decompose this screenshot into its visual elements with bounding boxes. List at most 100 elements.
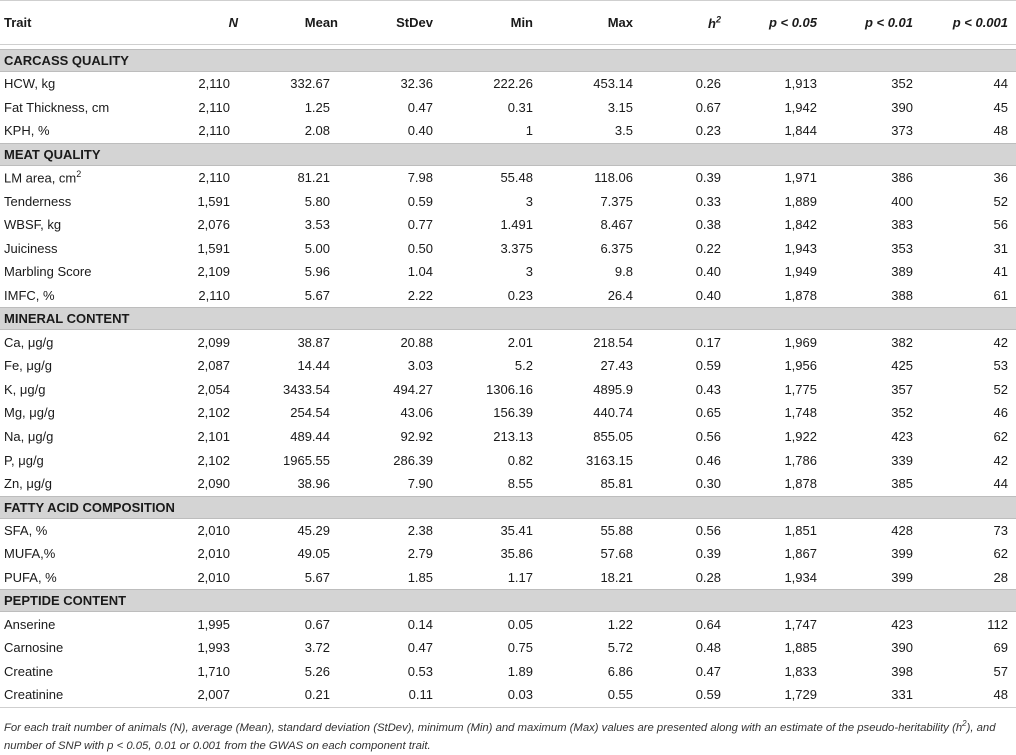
- cell-min: 1: [525, 123, 533, 139]
- cell-p001: 73: [993, 522, 1008, 538]
- table-row: Fat Thickness, cm 2,110 1.25 0.47 0.31 3.15 0.…: [0, 96, 1016, 120]
- cell-min: 3: [525, 264, 533, 280]
- cell-n: 1,591: [197, 240, 230, 256]
- cell-p05: 1,889: [784, 193, 817, 209]
- cell-n: 2,007: [156, 683, 246, 708]
- cell-trait: Marbling Score: [4, 264, 92, 280]
- cell-trait: KPH, %: [4, 123, 50, 139]
- cell-p001: 44: [993, 476, 1008, 492]
- section-title: PEPTIDE CONTENT: [0, 589, 1016, 613]
- cell-max: 453.14: [593, 76, 633, 92]
- cell-min: 3.375: [500, 240, 533, 256]
- section-title: MINERAL CONTENT: [0, 307, 1016, 331]
- cell-h2: 0.39: [695, 546, 721, 562]
- cell-mean: 38.87: [297, 334, 330, 350]
- cell-p01: 423: [891, 429, 913, 445]
- section-title: FATTY ACID COMPOSITION: [0, 495, 1016, 519]
- cell-max: 7.375: [600, 193, 633, 209]
- cell-min: 1306.16: [486, 381, 533, 397]
- cell-p05: 1,851: [784, 522, 817, 538]
- cell-p01: 390: [891, 640, 913, 656]
- cell-h2: 0.22: [695, 240, 721, 256]
- cell-n: 2,076: [197, 217, 230, 233]
- cell-stdev: 0.77: [407, 217, 433, 233]
- cell-mean: 5.67: [304, 569, 330, 585]
- cell-h2: 0.43: [695, 381, 721, 397]
- cell-n: 2,101: [197, 429, 230, 445]
- cell-stdev: 1.85: [407, 569, 433, 585]
- cell-p01: 331: [825, 683, 921, 708]
- cell-min: 222.26: [493, 76, 533, 92]
- cell-p05: 1,942: [784, 99, 817, 115]
- cell-mean: 5.80: [304, 193, 330, 209]
- header-row: Trait N Mean StDev Min Max h2 p < 0.05 p…: [0, 0, 1016, 45]
- cell-p001: 46: [993, 405, 1008, 421]
- cell-trait: Fat Thickness, cm: [4, 99, 110, 115]
- cell-max: 6.375: [600, 240, 633, 256]
- cell-p05: 1,969: [784, 334, 817, 350]
- table-row: Creatine 1,710 5.26 0.53 1.89 6.86 0.47 1,833 39…: [0, 659, 1016, 683]
- cell-stdev: 0.40: [407, 123, 433, 139]
- cell-p05: 1,844: [784, 123, 817, 139]
- cell-p01: 400: [891, 193, 913, 209]
- cell-p01: 388: [891, 288, 913, 304]
- cell-p01: 386: [891, 170, 913, 186]
- table-row: LM area, cm2 2,110 81.21 7.98 55.48 118.06 0.3…: [0, 165, 1016, 189]
- cell-trait: MUFA,%: [4, 546, 56, 562]
- cell-trait: Juiciness: [4, 240, 58, 256]
- cell-min: 0.31: [507, 99, 533, 115]
- cell-h2: 0.38: [695, 217, 721, 233]
- cell-n: 1,710: [197, 663, 230, 679]
- cell-trait: HCW, kg: [4, 76, 56, 92]
- cell-trait: Carnosine: [4, 640, 64, 656]
- cell-h2: 0.46: [695, 452, 721, 468]
- cell-h2: 0.23: [695, 123, 721, 139]
- cell-min: 156.39: [493, 405, 533, 421]
- table-row: Zn, μg/g 2,090 38.96 7.90 8.55 85.81 0.30 1,878…: [0, 472, 1016, 496]
- table-row: KPH, % 2,110 2.08 0.40 1 3.5 0.23 1,844 373 48: [0, 119, 1016, 143]
- table-row: P, μg/g 2,102 1965.55 286.39 0.82 3163.15 0.46…: [0, 448, 1016, 472]
- cell-max: 218.54: [593, 334, 633, 350]
- cell-p05: 1,943: [784, 240, 817, 256]
- cell-min: 0.05: [507, 616, 533, 632]
- col-header-p01: p < 0.01: [825, 0, 921, 45]
- cell-p05: 1,842: [784, 217, 817, 233]
- cell-trait: SFA, %: [4, 522, 48, 538]
- cell-stdev: 2.38: [407, 522, 433, 538]
- table-row: IMFC, % 2,110 5.67 2.22 0.23 26.4 0.40 1,878 388…: [0, 284, 1016, 308]
- cell-min: 35.41: [500, 522, 533, 538]
- cell-mean: 489.44: [290, 429, 330, 445]
- cell-stdev: 3.03: [407, 358, 433, 374]
- cell-max: 85.81: [600, 476, 633, 492]
- cell-min: 55.48: [500, 170, 533, 186]
- cell-h2: 0.17: [695, 334, 721, 350]
- cell-stdev: 0.53: [407, 663, 433, 679]
- cell-mean: 1965.55: [283, 452, 330, 468]
- cell-max: 118.06: [594, 170, 633, 186]
- cell-h2: 0.67: [695, 99, 721, 115]
- col-header-n: N: [156, 0, 246, 45]
- cell-p001: 56: [993, 217, 1008, 233]
- cell-trait: Zn, μg/g: [4, 476, 52, 492]
- cell-p001: 62: [993, 429, 1008, 445]
- cell-n: 2,010: [197, 522, 230, 538]
- cell-p05: 1,956: [784, 358, 817, 374]
- cell-mean: 254.54: [290, 405, 330, 421]
- table-row: Mg, μg/g 2,102 254.54 43.06 156.39 440.74 0.65…: [0, 401, 1016, 425]
- cell-p001: 62: [993, 546, 1008, 562]
- cell-max: 6.86: [607, 663, 633, 679]
- cell-mean: 332.67: [290, 76, 330, 92]
- col-header-p001: p < 0.001: [921, 0, 1016, 45]
- cell-mean: 5.67: [304, 288, 330, 304]
- cell-trait: Anserine: [4, 616, 56, 632]
- table-row: MUFA,% 2,010 49.05 2.79 35.86 57.68 0.39 1,867 3…: [0, 542, 1016, 566]
- cell-n: 1,993: [197, 640, 230, 656]
- cell-h2: 0.59: [695, 358, 721, 374]
- cell-n: 2,110: [198, 76, 230, 92]
- col-header-min: Min: [441, 0, 541, 45]
- table-row: Ca, μg/g 2,099 38.87 20.88 2.01 218.54 0.17 1,9…: [0, 330, 1016, 354]
- col-header-max: Max: [541, 0, 641, 45]
- cell-n: 2,087: [197, 358, 230, 374]
- cell-p001: 42: [993, 334, 1008, 350]
